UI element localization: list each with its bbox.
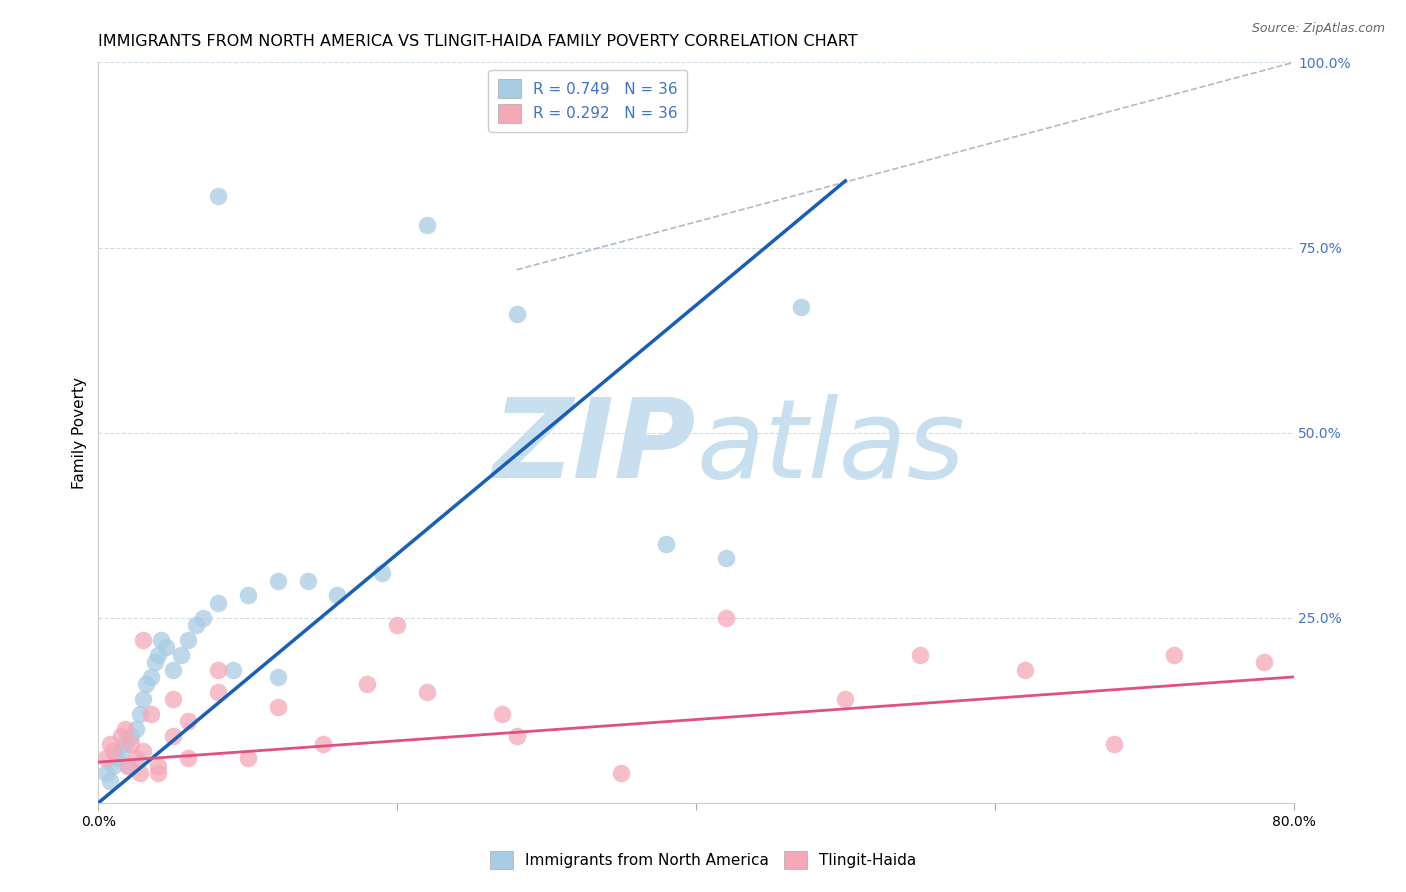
Point <box>207 685 229 699</box>
Point <box>125 722 148 736</box>
Point <box>356 677 378 691</box>
Point <box>94 766 117 780</box>
Point <box>385 618 409 632</box>
Point <box>789 300 811 314</box>
Point <box>120 729 142 743</box>
Point <box>135 677 157 691</box>
Point <box>143 655 166 669</box>
Point <box>132 632 155 647</box>
Point <box>267 574 290 588</box>
Point <box>139 670 162 684</box>
Point <box>834 692 856 706</box>
Point <box>148 758 170 772</box>
Point <box>207 663 229 677</box>
Point <box>150 632 173 647</box>
Point <box>1014 663 1036 677</box>
Point <box>162 663 184 677</box>
Point <box>114 722 136 736</box>
Point <box>908 648 931 662</box>
Point <box>416 219 439 233</box>
Point <box>117 758 139 772</box>
Point <box>267 670 290 684</box>
Point <box>207 596 229 610</box>
Point <box>162 729 184 743</box>
Point <box>120 737 142 751</box>
Point <box>132 744 155 758</box>
Point <box>177 632 200 647</box>
Point <box>103 758 125 772</box>
Text: Source: ZipAtlas.com: Source: ZipAtlas.com <box>1251 22 1385 36</box>
Point <box>207 188 229 202</box>
Point <box>1253 655 1275 669</box>
Point <box>114 737 136 751</box>
Point <box>162 692 184 706</box>
Point <box>177 714 200 729</box>
Text: IMMIGRANTS FROM NORTH AMERICA VS TLINGIT-HAIDA FAMILY POVERTY CORRELATION CHART: IMMIGRANTS FROM NORTH AMERICA VS TLINGIT… <box>98 34 858 49</box>
Legend: R = 0.749   N = 36, R = 0.292   N = 36: R = 0.749 N = 36, R = 0.292 N = 36 <box>488 70 686 132</box>
Point <box>297 574 319 588</box>
Point <box>105 751 128 765</box>
Y-axis label: Family Poverty: Family Poverty <box>72 376 87 489</box>
Point <box>610 766 633 780</box>
Point <box>184 618 207 632</box>
Point <box>169 648 191 662</box>
Point <box>506 307 529 321</box>
Point <box>117 758 139 772</box>
Point <box>236 751 259 765</box>
Point <box>655 536 678 550</box>
Point <box>148 766 170 780</box>
Point <box>714 610 737 624</box>
Point <box>110 729 132 743</box>
Point <box>177 751 200 765</box>
Point <box>371 566 394 581</box>
Point <box>326 589 349 603</box>
Point <box>311 737 333 751</box>
Point <box>125 751 148 765</box>
Point <box>491 706 513 721</box>
Legend: Immigrants from North America, Tlingit-Haida: Immigrants from North America, Tlingit-H… <box>484 845 922 875</box>
Point <box>129 706 152 721</box>
Point <box>236 589 259 603</box>
Text: atlas: atlas <box>696 394 965 501</box>
Point <box>155 640 177 655</box>
Point <box>267 699 290 714</box>
Point <box>1163 648 1185 662</box>
Point <box>1104 737 1126 751</box>
Point <box>94 751 117 765</box>
Point <box>98 737 122 751</box>
Text: ZIP: ZIP <box>492 394 696 501</box>
Point <box>129 766 152 780</box>
Point <box>98 773 122 788</box>
Point <box>103 744 125 758</box>
Point <box>132 692 155 706</box>
Point <box>714 551 737 566</box>
Point <box>110 744 132 758</box>
Point <box>222 663 245 677</box>
Point <box>416 685 439 699</box>
Point <box>506 729 529 743</box>
Point <box>148 648 170 662</box>
Point <box>139 706 162 721</box>
Point <box>191 610 214 624</box>
